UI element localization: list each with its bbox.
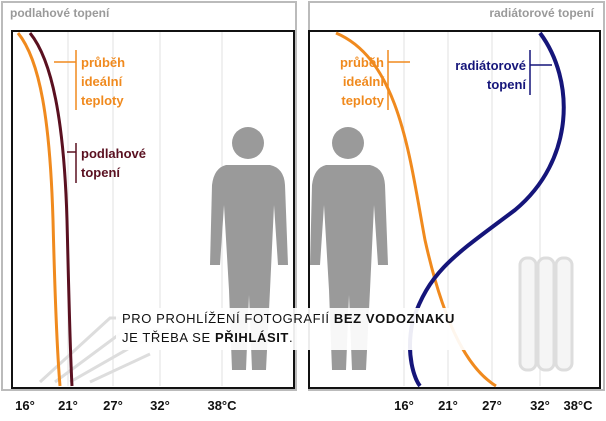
- floor-label: podlahové topení: [81, 146, 146, 180]
- axis-label: 27°: [103, 398, 123, 413]
- left-frame: [11, 30, 295, 389]
- label-line: topení: [81, 165, 120, 180]
- axis-label: 16°: [394, 398, 414, 413]
- watermark-bold[interactable]: PŘIHLÁSIT: [214, 330, 289, 345]
- axis-label: 32°: [530, 398, 550, 413]
- ideal-label-left: průběh ideální teploty: [81, 55, 125, 108]
- radiator-label: radiátorové topení: [455, 58, 526, 92]
- axis-label: 21°: [438, 398, 458, 413]
- watermark-line: PRO PROHLÍŽENÍ FOTOGRAFIÍ BEZ VODOZNAKU: [122, 309, 472, 328]
- radiator: [518, 256, 574, 372]
- right-frame: [308, 30, 601, 389]
- ideal-label-right: průběh ideální teploty: [340, 55, 385, 108]
- label-line: průběh: [81, 55, 125, 70]
- bracket-floor: [67, 143, 77, 183]
- bracket-ideal: [54, 50, 410, 110]
- axis-label: 38°C: [563, 398, 593, 413]
- label-line: teploty: [341, 93, 384, 108]
- axis-label: 27°: [482, 398, 502, 413]
- axis-label: 16°: [15, 398, 35, 413]
- label-line: topení: [487, 77, 526, 92]
- label-line: ideální: [81, 74, 123, 89]
- watermark-bold: BEZ VODOZNAKU: [333, 311, 456, 326]
- label-line: teploty: [81, 93, 124, 108]
- ideal-curve-left: [16, 32, 62, 387]
- label-line: podlahové: [81, 146, 146, 161]
- watermark: PRO PROHLÍŽENÍ FOTOGRAFIÍ BEZ VODOZNAKU …: [116, 308, 478, 350]
- label-line: ideální: [343, 74, 385, 89]
- ideal-curve-right: [335, 31, 497, 388]
- watermark-text: JE TŘEBA SE: [122, 330, 211, 345]
- axis-label: 32°: [150, 398, 170, 413]
- axis-label: 38°C: [207, 398, 237, 413]
- bracket-radiator: [529, 50, 552, 95]
- right-title: radiátorové topení: [489, 6, 594, 20]
- floor-curve: [28, 32, 74, 387]
- left-outer: [1, 1, 297, 391]
- right-axis: 16° 21° 27° 32° 38°C: [394, 398, 593, 413]
- watermark-text: PRO PROHLÍŽENÍ FOTOGRAFIÍ: [122, 311, 330, 326]
- label-line: průběh: [340, 55, 384, 70]
- watermark-text: .: [288, 330, 294, 345]
- label-line: radiátorové: [455, 58, 526, 73]
- axis-label: 21°: [58, 398, 78, 413]
- watermark-line: JE TŘEBA SE PŘIHLÁSIT.: [122, 328, 472, 347]
- left-title: podlahové topení: [10, 6, 110, 20]
- left-axis: 16° 21° 27° 32° 38°C: [15, 398, 237, 413]
